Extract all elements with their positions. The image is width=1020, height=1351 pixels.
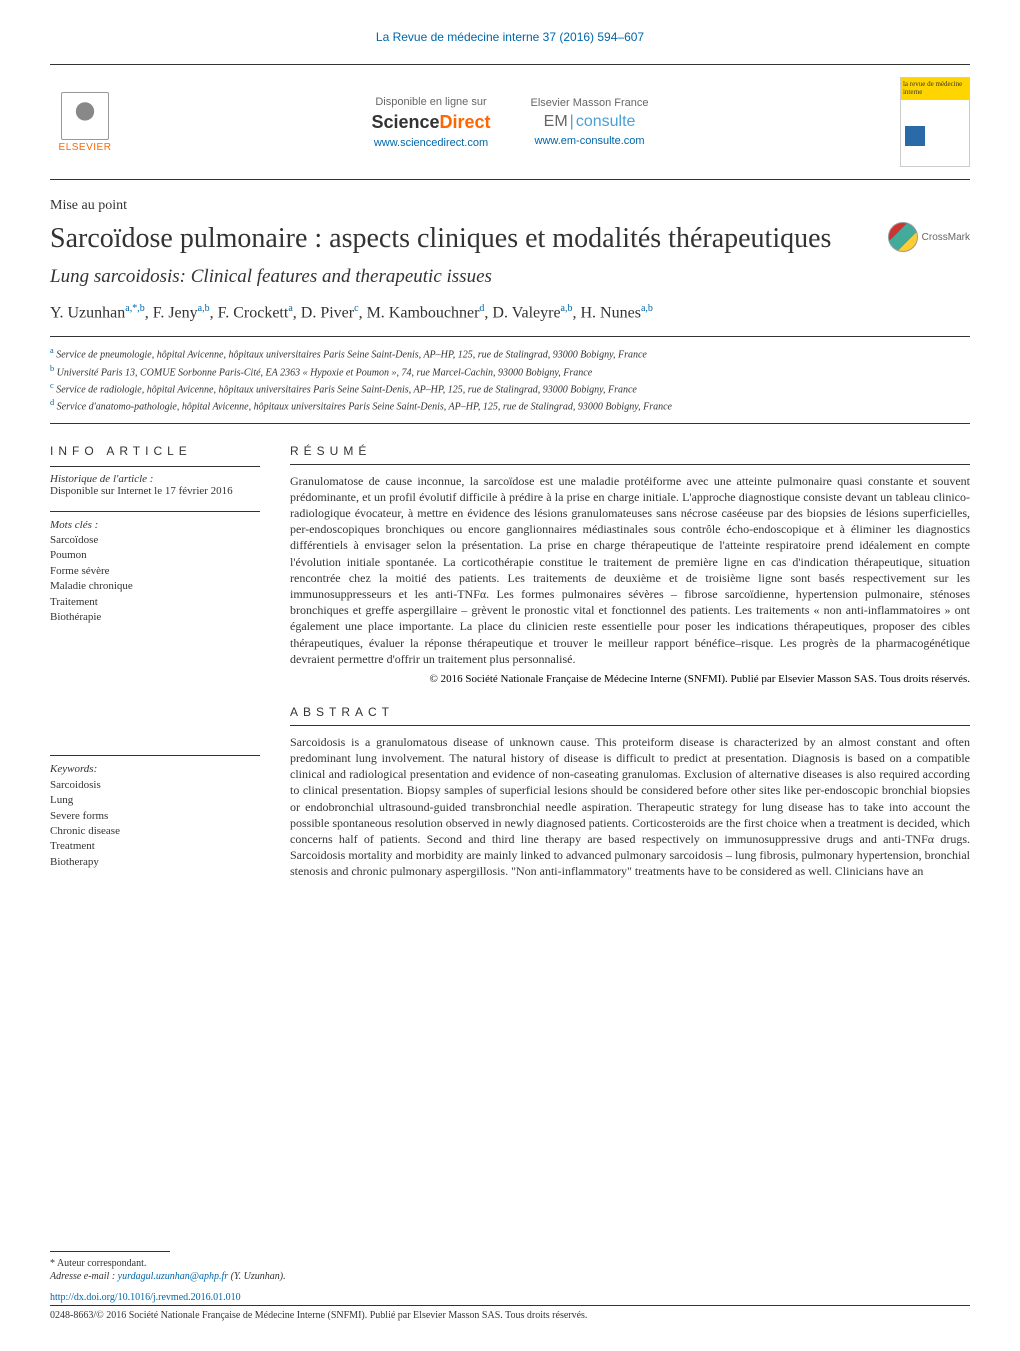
header-banner: ELSEVIER Disponible en ligne sur Science…	[50, 64, 970, 180]
crossmark-label: CrossMark	[922, 232, 970, 243]
emconsulte-logo: EM|consulte	[531, 113, 649, 131]
keyword-item: Traitement	[50, 595, 260, 610]
sd-availability: Disponible en ligne sur	[371, 96, 490, 108]
keywords-fr-label: Mots clés :	[50, 518, 260, 533]
info-article-heading: INFO ARTICLE	[50, 444, 260, 458]
crossmark-button[interactable]: CrossMark	[888, 222, 970, 252]
em-url[interactable]: www.em-consulte.com	[531, 135, 649, 147]
journal-reference: La Revue de médecine interne 37 (2016) 5…	[50, 30, 970, 44]
history-text: Disponible sur Internet le 17 février 20…	[50, 485, 260, 497]
authors-list: Y. Uzunhana,*,b, F. Jenya,b, F. Crockett…	[50, 302, 970, 325]
article-subtitle: Lung sarcoidosis: Clinical features and …	[50, 266, 970, 288]
elsevier-tree-icon	[61, 92, 109, 140]
keyword-item: Sarcoidosis	[50, 778, 260, 793]
keyword-item: Treatment	[50, 839, 260, 854]
center-links: Disponible en ligne sur ScienceDirect ww…	[371, 96, 648, 149]
sciencedirect-logo: ScienceDirect	[371, 112, 490, 133]
affiliation-item: c Service de radiologie, hôpital Avicenn…	[50, 380, 970, 397]
history-label: Historique de l'article :	[50, 473, 260, 485]
keywords-en-block: Keywords: SarcoidosisLungSevere formsChr…	[50, 755, 260, 870]
keyword-item: Biotherapy	[50, 855, 260, 870]
keyword-item: Chronic disease	[50, 824, 260, 839]
elsevier-logo[interactable]: ELSEVIER	[50, 92, 120, 153]
email-link[interactable]: yurdagul.uzunhan@aphp.fr	[118, 1271, 229, 1282]
email-line: Adresse e-mail : yurdagul.uzunhan@aphp.f…	[50, 1271, 970, 1282]
keywords-fr-block: Mots clés : SarcoïdosePoumonForme sévère…	[50, 511, 260, 626]
keywords-en-label: Keywords:	[50, 762, 260, 777]
resume-copyright: © 2016 Société Nationale Française de Mé…	[290, 673, 970, 685]
resume-body: Granulomatose de cause inconnue, la sarc…	[290, 473, 970, 667]
keyword-item: Sarcoïdose	[50, 533, 260, 548]
doi-line: http://dx.doi.org/10.1016/j.revmed.2016.…	[50, 1292, 970, 1303]
sciencedirect-block[interactable]: Disponible en ligne sur ScienceDirect ww…	[371, 96, 490, 149]
article-type: Mise au point	[50, 198, 970, 214]
keyword-item: Maladie chronique	[50, 579, 260, 594]
affiliation-item: a Service de pneumologie, hôpital Avicen…	[50, 345, 970, 362]
keyword-item: Lung	[50, 793, 260, 808]
affiliations-block: a Service de pneumologie, hôpital Avicen…	[50, 336, 970, 423]
crossmark-icon	[888, 222, 918, 252]
page-footer: * Auteur correspondant. Adresse e-mail :…	[50, 1251, 970, 1321]
resume-heading: RÉSUMÉ	[290, 444, 970, 465]
history-block: Historique de l'article : Disponible sur…	[50, 466, 260, 497]
footer-copyright: 0248-8663/© 2016 Société Nationale Franç…	[50, 1305, 970, 1321]
keyword-item: Severe forms	[50, 809, 260, 824]
article-title: Sarcoïdose pulmonaire : aspects clinique…	[50, 222, 888, 256]
keyword-item: Poumon	[50, 548, 260, 563]
keyword-item: Forme sévère	[50, 564, 260, 579]
abstract-heading: ABSTRACT	[290, 705, 970, 726]
em-availability: Elsevier Masson France	[531, 97, 649, 109]
affiliation-item: b Université Paris 13, COMUE Sorbonne Pa…	[50, 363, 970, 380]
emconsulte-block[interactable]: Elsevier Masson France EM|consulte www.e…	[531, 97, 649, 147]
affiliation-item: d Service d'anatomo-pathologie, hôpital …	[50, 397, 970, 414]
abstract-body: Sarcoidosis is a granulomatous disease o…	[290, 734, 970, 880]
elsevier-text: ELSEVIER	[59, 142, 112, 153]
corresponding-author: * Auteur correspondant.	[50, 1258, 970, 1269]
sd-url[interactable]: www.sciencedirect.com	[371, 137, 490, 149]
doi-link[interactable]: http://dx.doi.org/10.1016/j.revmed.2016.…	[50, 1292, 241, 1303]
keyword-item: Biothérapie	[50, 610, 260, 625]
journal-cover-thumbnail[interactable]: la revue de médecine interne	[900, 77, 970, 167]
